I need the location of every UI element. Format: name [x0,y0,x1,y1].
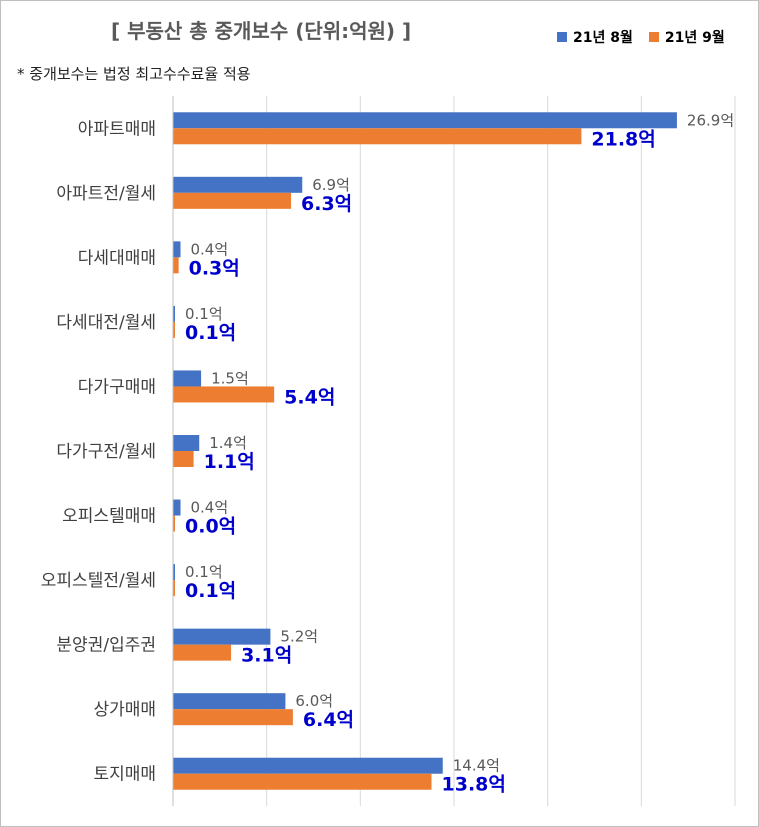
bar-sep [173,515,175,532]
data-label-sep: 3.1억 [241,645,292,667]
legend: 21년 8월 21년 9월 [557,27,725,47]
bar-aug [173,564,175,581]
legend-label-sep: 21년 9월 [664,30,725,46]
data-label-aug: 1.5억 [211,369,249,387]
bar-aug [173,628,271,645]
bar-aug [173,693,286,710]
category-label: 오피스텔매매 [62,507,156,527]
bar-sep [173,451,194,467]
category-label: 오피스텔전/월세 [41,571,156,591]
legend-label-aug: 21년 8월 [573,30,633,46]
data-label-aug: 0.1억 [185,305,223,323]
category-label: 상가매매 [93,700,156,720]
category-label: 다가구전/월세 [56,442,156,462]
bar-sep [173,709,293,726]
chart-note: * 중개보수는 법정 최고수수료율 적용 [17,65,251,83]
data-label-aug: 14.4억 [453,757,500,775]
chart-title: [ 부동산 총 중개보수 (단위:억원) ] [111,19,412,43]
data-label-sep: 6.4억 [303,709,354,731]
data-label-aug: 6.9억 [312,176,350,194]
bar-sep [173,321,175,338]
category-label: 분양권/입주권 [56,636,156,656]
category-label: 아파트매매 [78,119,156,139]
data-label-aug: 0.4억 [190,240,228,258]
bar-aug [173,435,200,451]
category-label: 다세대매매 [78,248,156,268]
bar-sep [173,644,232,661]
category-label: 다세대전/월세 [56,313,156,333]
data-label-sep: 0.1억 [185,322,236,344]
bar-sep [173,128,582,145]
bar-sep [173,580,175,597]
data-label-sep: 1.1억 [204,451,255,473]
bar-sep [173,192,292,209]
bar-sep [173,773,432,790]
data-label-aug: 1.4억 [209,434,247,452]
legend-swatch-sep [648,32,659,42]
data-label-sep: 0.3억 [189,257,240,279]
data-label-sep: 0.0억 [185,516,236,538]
data-label-sep: 13.8억 [442,774,506,796]
category-label: 토지매매 [93,765,156,785]
data-label-sep: 6.3억 [301,193,352,215]
bar-sep [173,386,275,403]
legend-swatch-aug [557,32,567,42]
data-label-sep: 21.8억 [591,128,655,150]
bar-aug [173,112,677,129]
bar-aug [173,241,181,258]
bar-aug [173,176,303,193]
category-label: 아파트전/월세 [56,184,156,204]
bar-aug [173,499,181,516]
bar-aug [173,757,443,774]
bar-aug [173,370,202,387]
data-label-aug: 6.0억 [295,692,333,710]
bar-aug [173,305,175,322]
data-label-sep: 0.1억 [185,580,236,602]
legend-item-aug: 21년 8월 [557,27,633,47]
legend-item-sep: 21년 9월 [648,27,725,47]
category-label: 다가구매매 [78,377,156,397]
data-label-aug: 5.2억 [280,628,318,646]
data-label-aug: 26.9억 [687,111,734,129]
bar-sep [173,257,179,274]
data-label-sep: 5.4억 [284,386,335,408]
data-label-aug: 0.1억 [185,563,223,581]
data-label-aug: 0.4억 [190,499,228,517]
